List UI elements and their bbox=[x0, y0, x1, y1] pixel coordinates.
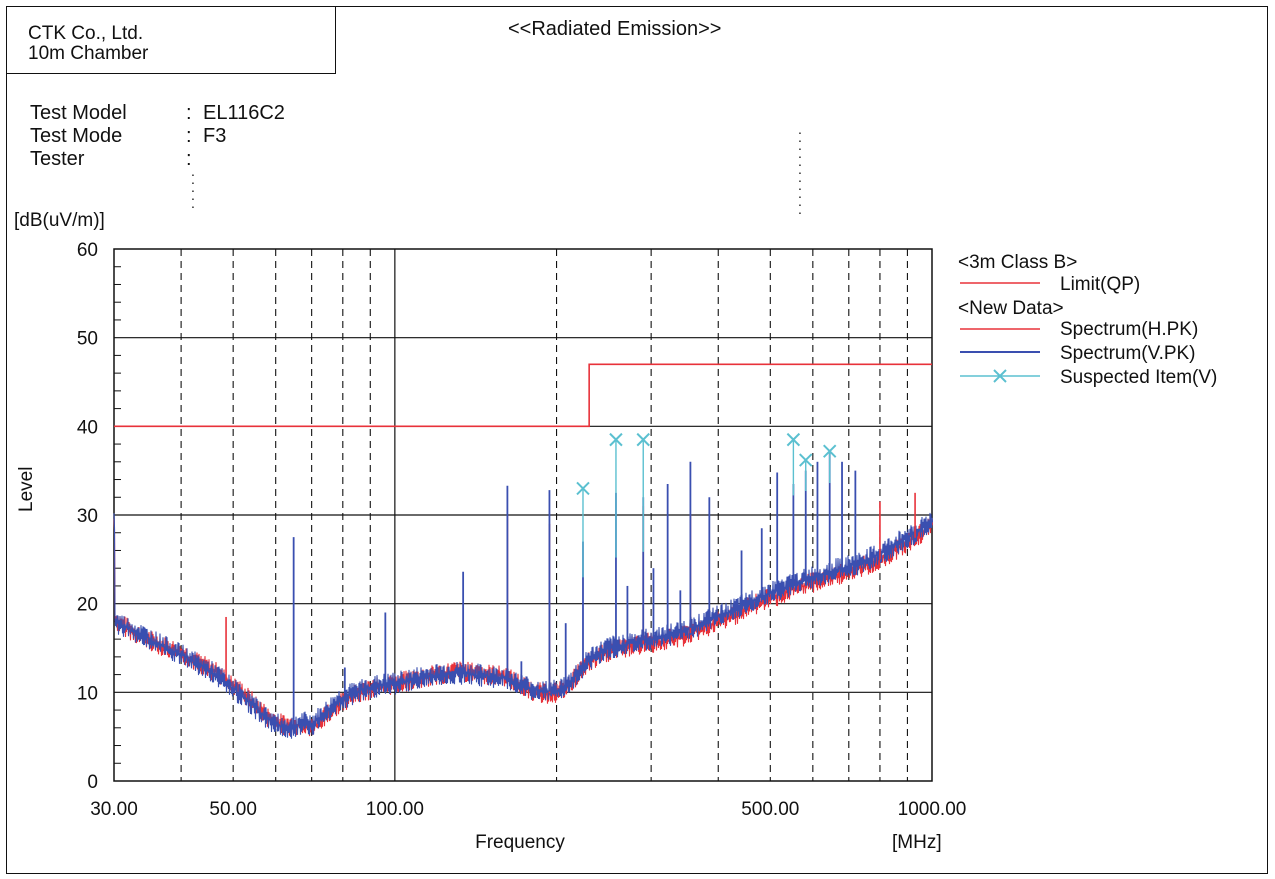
suspected-marker bbox=[799, 453, 813, 467]
y-tick-label: 10 bbox=[77, 683, 98, 704]
legend-item-label: Suspected Item(V) bbox=[1060, 367, 1217, 388]
info-label: Tester bbox=[30, 148, 85, 170]
x-axis-title: Frequency bbox=[475, 832, 565, 853]
info-colon: : bbox=[186, 102, 192, 124]
company-name: CTK Co., Ltd. bbox=[28, 23, 144, 44]
y-tick-label: 50 bbox=[77, 329, 98, 350]
suspected-marker bbox=[636, 432, 650, 447]
legend-group-label: <3m Class B> bbox=[958, 252, 1077, 273]
info-colon: : bbox=[186, 148, 192, 170]
x-unit-label: [MHz] bbox=[892, 832, 942, 853]
info-colon: : bbox=[186, 125, 192, 147]
limit-line bbox=[114, 363, 932, 428]
x-tick-label: 30.00 bbox=[90, 799, 138, 820]
legend-item-label: Spectrum(V.PK) bbox=[1060, 343, 1196, 364]
x-tick-label: 1000.00 bbox=[898, 799, 967, 820]
chamber-name: 10m Chamber bbox=[28, 43, 149, 64]
dotted-separator: · · · · · · · · · · · bbox=[797, 124, 803, 220]
spectrum-h-line bbox=[113, 517, 934, 737]
info-label: Test Model bbox=[30, 102, 127, 124]
report-frame bbox=[6, 6, 1268, 874]
info-value: F3 bbox=[203, 125, 227, 147]
suspected-marker bbox=[786, 432, 801, 447]
y-tick-label: 30 bbox=[77, 506, 98, 527]
dotted-separator: · · · · · bbox=[190, 166, 196, 214]
y-tick-label: 20 bbox=[77, 595, 98, 616]
page-title: <<Radiated Emission>> bbox=[508, 18, 722, 40]
x-tick-label: 50.00 bbox=[209, 799, 257, 820]
company-box: CTK Co., Ltd. 10m Chamber bbox=[6, 6, 336, 74]
legend-item-label: Spectrum(H.PK) bbox=[1060, 319, 1198, 340]
legend-item-label: Limit(QP) bbox=[1060, 274, 1140, 295]
info-value: EL116C2 bbox=[203, 102, 285, 124]
y-tick-label: 0 bbox=[87, 772, 98, 793]
x-tick-label: 500.00 bbox=[741, 799, 799, 820]
y-unit-label: [dB(uV/m)] bbox=[14, 210, 105, 231]
info-label: Test Mode bbox=[30, 125, 123, 147]
legend-marker-suspected bbox=[993, 369, 1007, 383]
x-tick-label: 100.00 bbox=[366, 799, 424, 820]
spectrum-v-line bbox=[113, 512, 934, 739]
y-tick-label: 40 bbox=[77, 417, 98, 438]
legend-group-label: <New Data> bbox=[958, 298, 1064, 319]
suspected-marker bbox=[609, 432, 623, 447]
y-tick-label: 60 bbox=[77, 240, 98, 261]
suspected-marker bbox=[822, 444, 837, 458]
suspected-marker bbox=[576, 481, 590, 496]
